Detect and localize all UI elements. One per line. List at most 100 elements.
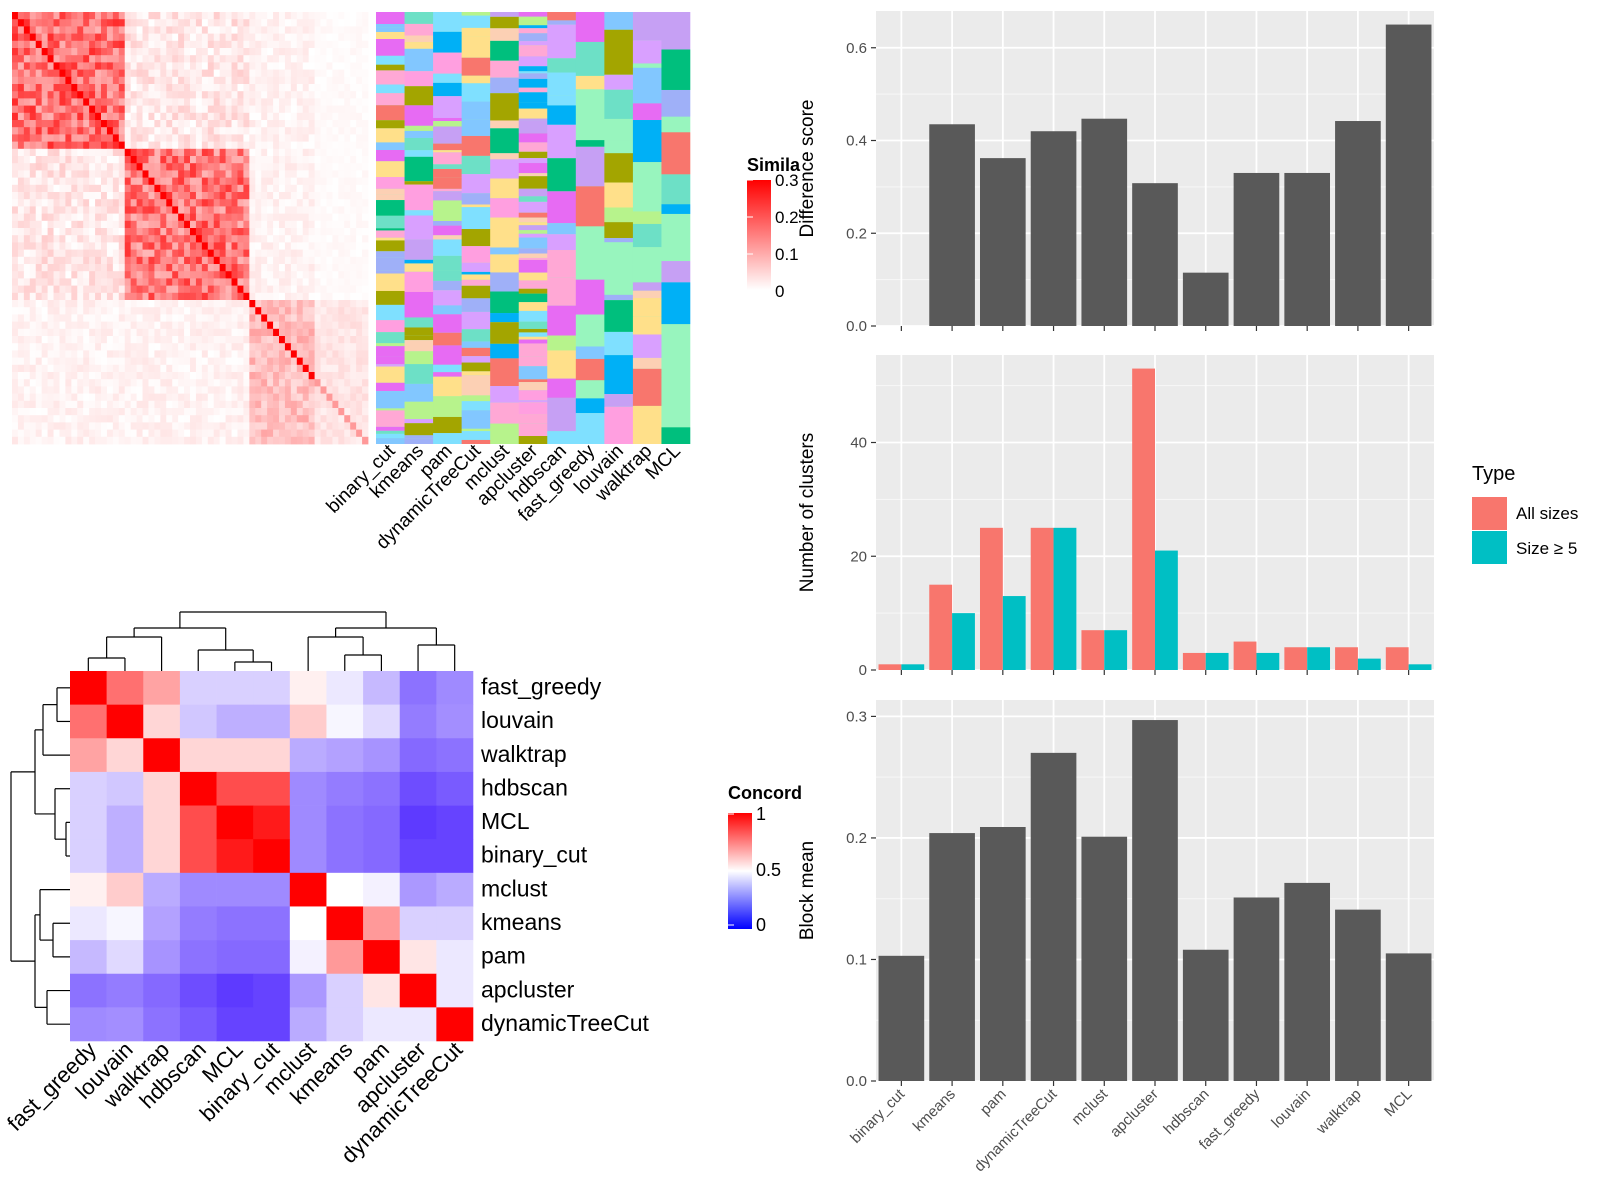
similarity-cell: [201, 19, 209, 27]
similarity-cell: [53, 192, 60, 200]
similarity-cell: [23, 91, 31, 99]
similarity-cell: [95, 69, 102, 78]
similarity-cell: [344, 364, 351, 373]
similarity-cell: [184, 134, 191, 142]
similarity-cell: [17, 62, 25, 70]
similarity-cell: [195, 300, 203, 308]
similarity-cell: [225, 62, 232, 70]
similarity-cell: [350, 235, 357, 243]
similarity-cell: [332, 415, 339, 423]
similarity-cell: [326, 199, 333, 207]
similarity-cell: [166, 256, 173, 265]
similarity-cell: [65, 40, 72, 49]
similarity-cell: [41, 213, 48, 222]
concordance-cell: [70, 1007, 107, 1042]
similarity-cell: [106, 393, 114, 402]
similarity-cell: [23, 98, 31, 106]
assignment-cell: [461, 135, 491, 156]
similarity-cell: [237, 285, 244, 294]
similarity-cell: [225, 105, 232, 114]
similarity-cell: [47, 264, 54, 272]
similarity-cell: [41, 264, 48, 272]
similarity-cell: [160, 400, 167, 409]
similarity-cell: [267, 141, 274, 150]
similarity-cell: [130, 127, 137, 135]
similarity-cell: [154, 249, 161, 258]
similarity-cell: [17, 148, 25, 157]
similarity-cell: [213, 55, 221, 63]
similarity-cell: [190, 415, 197, 423]
similarity-cell: [29, 127, 37, 135]
similarity-cell: [89, 386, 96, 394]
similarity-cell: [267, 372, 274, 380]
similarity-cell: [338, 300, 345, 308]
similarity-cell: [95, 48, 102, 56]
similarity-cell: [267, 264, 274, 272]
similarity-cell: [154, 134, 161, 142]
similarity-cell: [59, 292, 66, 301]
similarity-cell: [267, 228, 274, 236]
similarity-cell: [284, 328, 292, 337]
assignment-cell: [518, 402, 548, 415]
similarity-cell: [362, 343, 369, 351]
similarity-cell: [213, 84, 221, 92]
similarity-cell: [35, 26, 43, 34]
similarity-cell: [101, 307, 108, 315]
similarity-cell: [273, 148, 280, 157]
similarity-cell: [89, 55, 96, 63]
similarity-cell: [338, 321, 345, 330]
similarity-cell: [190, 26, 197, 34]
similarity-cell: [178, 228, 185, 236]
similarity-cell: [249, 163, 256, 171]
similarity-legend-tick: 0.2: [775, 208, 799, 227]
assignment-cell: [376, 257, 405, 271]
similarity-cell: [184, 170, 191, 178]
assignment-cell: [547, 72, 577, 96]
similarity-cell: [178, 120, 185, 128]
similarity-cell: [41, 429, 48, 438]
similarity-cell: [29, 364, 37, 373]
similarity-cell: [136, 127, 143, 135]
similarity-cell: [118, 343, 126, 351]
similarity-cell: [201, 163, 209, 171]
similarity-cell: [201, 292, 209, 301]
similarity-cell: [47, 278, 54, 286]
similarity-cell: [273, 415, 280, 423]
concordance-cell: [399, 940, 437, 975]
similarity-cell: [184, 300, 191, 308]
similarity-cell: [296, 285, 304, 294]
similarity-cell: [231, 26, 238, 34]
similarity-cell: [118, 184, 126, 193]
similarity-cell: [231, 249, 238, 258]
assignment-cell: [461, 246, 491, 263]
similarity-cell: [35, 163, 43, 171]
similarity-cell: [195, 264, 203, 272]
similarity-cell: [77, 350, 84, 358]
similarity-cell: [231, 242, 238, 250]
similarity-cell: [106, 55, 114, 63]
similarity-cell: [29, 436, 37, 445]
similarity-cell: [267, 192, 274, 200]
similarity-cell: [154, 278, 161, 286]
similarity-cell: [290, 372, 298, 380]
similarity-cell: [106, 199, 114, 207]
similarity-cell: [118, 170, 126, 178]
similarity-cell: [136, 98, 143, 106]
similarity-cell: [112, 48, 120, 56]
similarity-legend-tick: 0.1: [775, 245, 799, 264]
similarity-cell: [326, 264, 333, 272]
assignment-cell: [404, 419, 434, 424]
similarity-cell: [302, 76, 310, 85]
bar: [1385, 24, 1432, 326]
similarity-cell: [243, 278, 250, 286]
similarity-cell: [35, 40, 43, 49]
similarity-cell: [195, 415, 203, 423]
similarity-cell: [184, 213, 191, 222]
similarity-cell: [112, 400, 120, 409]
assignment-cell: [404, 137, 434, 151]
similarity-cell: [201, 156, 209, 164]
similarity-cell: [142, 328, 149, 337]
similarity-cell: [53, 372, 60, 380]
similarity-cell: [267, 76, 274, 85]
concordance-legend-tick: 1: [756, 804, 766, 824]
